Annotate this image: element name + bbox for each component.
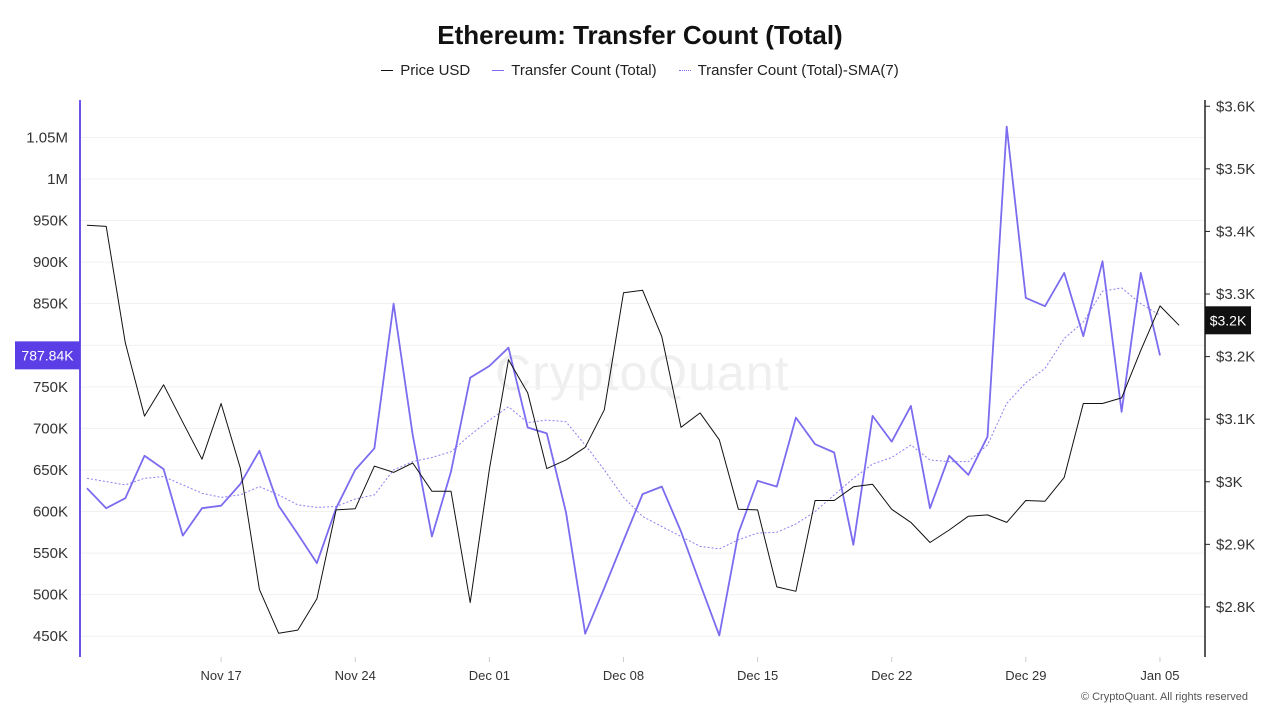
y-right-tick-label: $3.4K [1216,223,1255,240]
x-tick-label: Dec 22 [871,668,912,683]
legend-label-price: Price USD [400,62,471,79]
legend-swatch-sma [678,70,691,71]
current-value-badge-right [1205,306,1251,335]
copyright-footer: © CryptoQuant. All rights reserved [1080,691,1248,703]
x-tick-label: Nov 24 [335,668,376,683]
x-tick-label: Dec 08 [603,668,644,683]
y-left-tick-label: 1.05M [26,129,68,146]
watermark: CryptoQuant [495,345,790,401]
current-value-badge-left [15,341,80,370]
y-right-tick-label: $2.9K [1216,536,1255,553]
x-tick-label: Dec 15 [737,668,778,683]
series-line-transfer-count-sma7 [86,287,1161,550]
legend-item-transfer[interactable]: Transfer Count (Total) [492,62,657,79]
y-left-tick-label: 850K [33,296,68,313]
legend-item-price[interactable]: Price USD [381,62,470,79]
chart-title: Ethereum: Transfer Count (Total) [437,20,843,50]
y-right-tick-label: $2.8K [1216,599,1255,616]
legend-item-sma[interactable]: Transfer Count (Total)-SMA(7) [678,62,899,79]
legend-label-sma: Transfer Count (Total)-SMA(7) [697,62,899,79]
x-tick-label: Dec 29 [1005,668,1046,683]
y-left-tick-label: 700K [33,420,68,437]
y-right-tick-label: $3.2K [1216,349,1255,366]
legend: Price USD Transfer Count (Total) Transfe… [0,62,1280,79]
series-line-price [86,224,1180,634]
y-left-tick-label: 650K [33,462,68,479]
series-line-transfer-count [86,125,1161,637]
legend-label-transfer: Transfer Count (Total) [511,62,657,79]
x-tick-label: Dec 01 [469,668,510,683]
y-left-tick-label: 600K [33,504,68,521]
y-right-tick-label: $3K [1216,474,1243,491]
y-left-tick-label: 900K [33,254,68,271]
legend-swatch-price [381,70,394,71]
y-right-tick-label: $3.5K [1216,161,1255,178]
y-left-tick-label: 550K [33,545,68,562]
y-left-tick-label: 500K [33,587,68,604]
y-right-tick-label: $3.3K [1216,286,1255,303]
y-left-tick-label: 750K [33,379,68,396]
x-tick-label: Nov 17 [201,668,242,683]
legend-swatch-transfer [492,70,505,71]
y-right-tick-label: $3.1K [1216,411,1255,428]
x-tick-label: Jan 05 [1140,668,1179,683]
y-right-tick-label: $3.6K [1216,98,1255,115]
y-left-tick-label: 1M [47,171,68,188]
y-left-tick-label: 450K [33,628,68,645]
current-value-label-right: $3.2K [1210,312,1247,328]
y-left-tick-label: 950K [33,213,68,230]
current-value-label-left: 787.84K [21,347,74,363]
